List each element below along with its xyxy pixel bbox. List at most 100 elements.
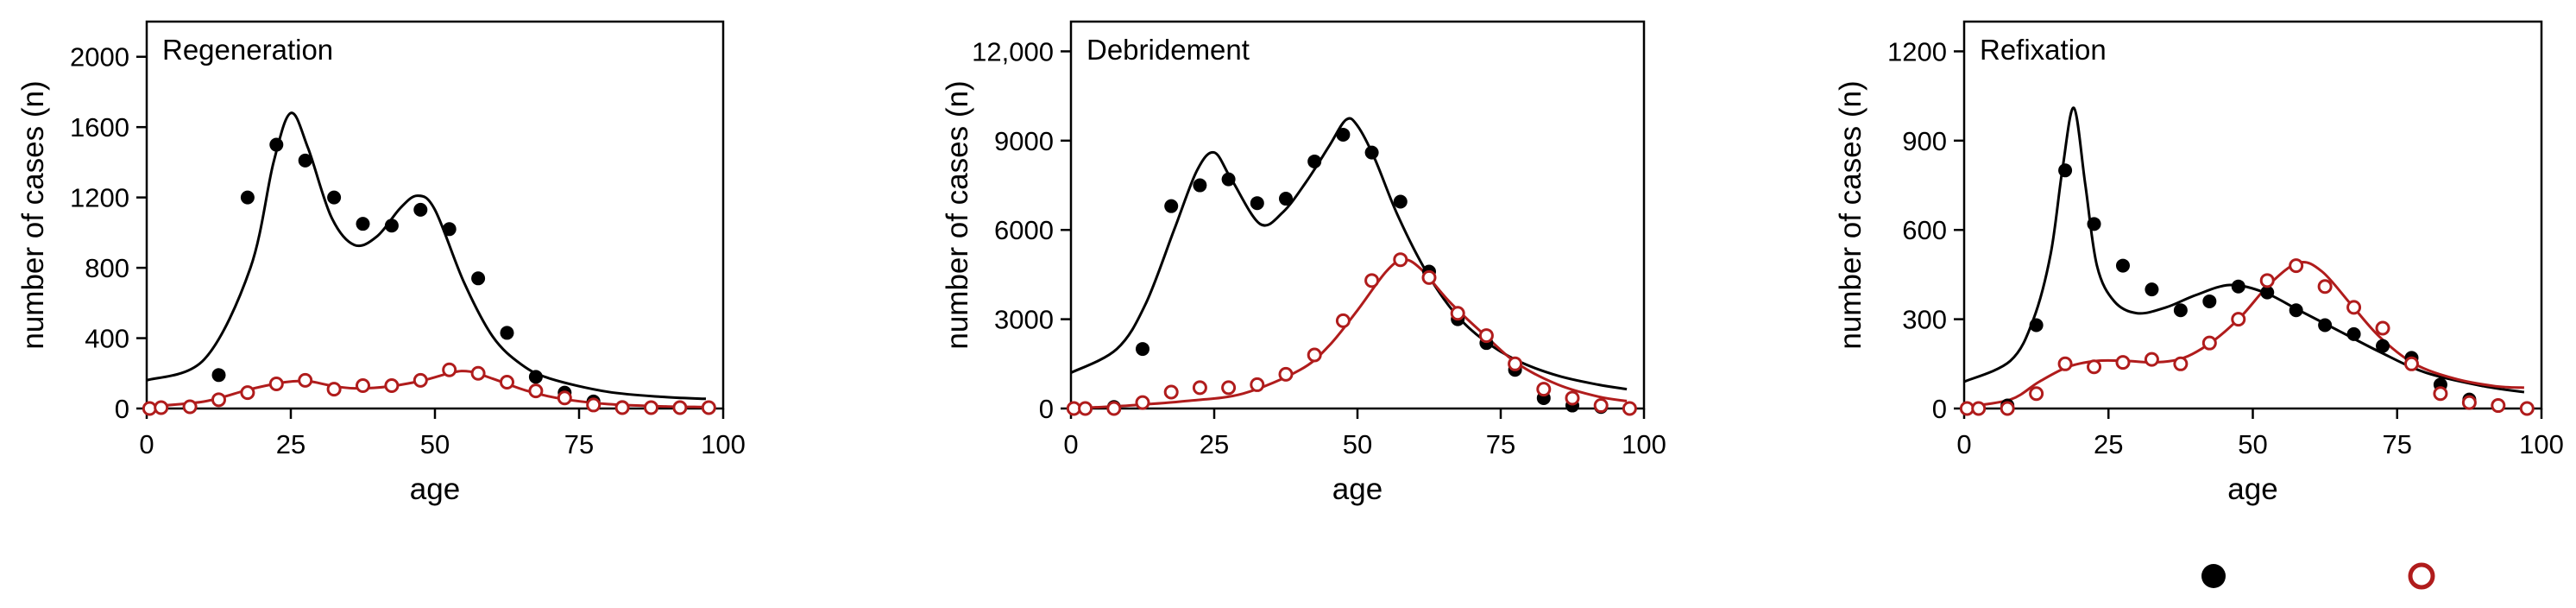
data-point-open bbox=[1335, 313, 1351, 328]
x-tick-label: 0 bbox=[139, 429, 154, 459]
data-point-open bbox=[1478, 328, 1494, 344]
data-point-open bbox=[1971, 401, 1987, 416]
data-point-open bbox=[1393, 252, 1408, 268]
data-point-open bbox=[142, 401, 157, 416]
data-point-filled bbox=[1393, 194, 1408, 209]
data-point-filled bbox=[2346, 326, 2361, 341]
plot-frame bbox=[145, 20, 725, 410]
data-point-open bbox=[1593, 398, 1609, 414]
data-point-filled bbox=[2231, 279, 2245, 294]
x-tick-label: 75 bbox=[564, 429, 594, 459]
data-point-filled bbox=[2058, 163, 2073, 178]
data-point-filled bbox=[211, 368, 226, 383]
x-axis-label: age bbox=[410, 472, 460, 506]
y-tick-label: 3000 bbox=[994, 305, 1054, 335]
x-tick-label: 100 bbox=[1622, 429, 1666, 459]
legend-marker-open bbox=[2408, 562, 2435, 590]
plot-frame bbox=[1962, 20, 2543, 410]
data-point-filled bbox=[1250, 196, 1264, 211]
x-axis-label: age bbox=[1332, 472, 1382, 506]
data-point-open bbox=[701, 400, 716, 415]
data-point-open bbox=[672, 400, 688, 415]
y-tick-label: 2000 bbox=[70, 42, 129, 73]
data-point-filled bbox=[384, 218, 399, 233]
y-tick-label: 6000 bbox=[994, 215, 1054, 245]
x-tick-label: 50 bbox=[420, 429, 450, 459]
y-tick-label: 300 bbox=[1902, 305, 1947, 335]
data-point-open bbox=[2461, 395, 2477, 410]
data-point-open bbox=[2375, 320, 2390, 336]
legend-marker-filled bbox=[2201, 564, 2226, 588]
data-point-open bbox=[2519, 401, 2535, 416]
y-tick-label: 600 bbox=[1902, 215, 1947, 245]
data-point-filled bbox=[2173, 303, 2188, 318]
data-point-filled bbox=[2087, 217, 2101, 231]
data-point-open bbox=[211, 392, 226, 408]
y-tick-label: 900 bbox=[1902, 126, 1947, 156]
data-point-filled bbox=[2145, 282, 2159, 297]
data-point-filled bbox=[1193, 178, 1207, 193]
data-point-filled bbox=[1279, 192, 1293, 206]
legend bbox=[2201, 562, 2435, 590]
data-point-open bbox=[2289, 258, 2304, 274]
x-tick-label: 100 bbox=[2519, 429, 2564, 459]
data-point-open bbox=[1163, 384, 1179, 400]
data-point-filled bbox=[528, 370, 543, 384]
data-point-filled bbox=[1307, 154, 1322, 168]
y-tick-label: 800 bbox=[85, 253, 129, 283]
x-tick-label: 25 bbox=[1200, 429, 1229, 459]
data-point-filled bbox=[413, 202, 428, 217]
data-point-filled bbox=[240, 190, 255, 205]
data-point-open bbox=[586, 397, 601, 413]
data-point-filled bbox=[2318, 318, 2333, 332]
data-point-open bbox=[2403, 356, 2419, 371]
data-point-filled bbox=[298, 153, 312, 168]
data-point-filled bbox=[1364, 145, 1379, 160]
data-point-filled bbox=[2376, 339, 2390, 353]
data-point-filled bbox=[327, 190, 342, 205]
data-point-filled bbox=[471, 271, 486, 286]
data-point-open bbox=[413, 372, 428, 388]
data-point-open bbox=[154, 400, 169, 415]
data-point-open bbox=[614, 400, 630, 415]
x-axis-label: age bbox=[2227, 472, 2277, 506]
y-tick-label: 0 bbox=[1039, 394, 1054, 424]
data-point-open bbox=[1565, 390, 1580, 406]
data-point-open bbox=[1250, 377, 1265, 392]
fit-curve-filled bbox=[1070, 117, 1628, 391]
y-tick-label: 1600 bbox=[70, 112, 129, 142]
x-tick-label: 75 bbox=[2383, 429, 2412, 459]
data-point-open bbox=[182, 399, 198, 415]
y-axis-label: number of cases (n) bbox=[16, 80, 50, 349]
data-point-open bbox=[2259, 273, 2275, 288]
data-point-open bbox=[240, 385, 255, 401]
data-point-filled bbox=[500, 326, 514, 340]
panel-title: Regeneration bbox=[162, 34, 333, 66]
y-tick-label: 12,000 bbox=[972, 36, 1054, 66]
fit-curve-open bbox=[1070, 258, 1628, 410]
data-point-filled bbox=[442, 222, 457, 237]
data-point-filled bbox=[356, 217, 370, 231]
panel-debridement: 0 3000 6000 9000 12,000 0 25 50 75 100 age number o… bbox=[941, 20, 1666, 506]
data-point-open bbox=[1278, 366, 1294, 382]
panel-refixation: 0 300 600 900 1200 0 25 50 75 100 age number of cas… bbox=[1834, 20, 2564, 506]
data-point-open bbox=[644, 400, 658, 415]
data-point-open bbox=[384, 378, 400, 394]
y-axis-label: number of cases (n) bbox=[1834, 80, 1867, 349]
data-point-open bbox=[557, 390, 572, 406]
data-point-open bbox=[442, 362, 457, 377]
y-tick-label: 1200 bbox=[1887, 36, 1947, 66]
data-point-open bbox=[1307, 347, 1322, 363]
data-point-open bbox=[1364, 273, 1380, 288]
data-point-open bbox=[2433, 386, 2448, 402]
data-point-open bbox=[2087, 359, 2102, 375]
x-tick-label: 0 bbox=[1063, 429, 1078, 459]
data-point-open bbox=[1221, 380, 1237, 396]
data-point-open bbox=[500, 374, 514, 390]
data-point-open bbox=[1536, 382, 1552, 397]
data-point-open bbox=[1450, 306, 1465, 321]
data-point-filled bbox=[1336, 127, 1351, 142]
data-point-filled bbox=[2260, 285, 2275, 300]
data-point-open bbox=[2057, 356, 2073, 371]
